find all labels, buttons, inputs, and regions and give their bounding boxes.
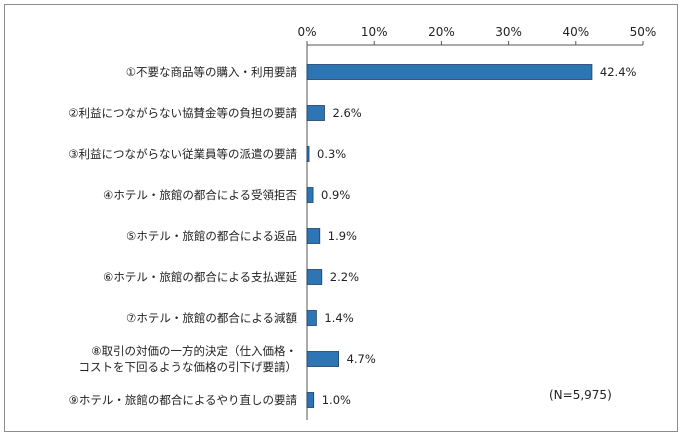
bar	[306, 269, 323, 285]
category-label: コストを下回るような価格の引下げ要請）	[79, 360, 298, 374]
x-tick-label: 40%	[562, 25, 589, 39]
category-label: ③利益につながらない従業員等の派遣の要請	[68, 147, 297, 161]
bar	[306, 64, 593, 80]
bar	[306, 105, 325, 121]
bar	[306, 146, 310, 162]
x-tick-label: 50%	[630, 25, 657, 39]
category-label: ⑦ホテル・旅館の都合による減額	[126, 311, 297, 325]
value-label: 1.0%	[322, 393, 351, 407]
category-label: ①不要な商品等の購入・利用要請	[126, 65, 298, 79]
category-label: ④ホテル・旅館の都合による受領拒否	[103, 188, 297, 202]
value-label: 42.4%	[600, 65, 637, 79]
category-label: ⑧取引の対価の一方的決定（仕入価格・	[91, 344, 297, 358]
bar	[306, 187, 314, 203]
category-label: ⑥ホテル・旅館の都合による支払遅延	[103, 270, 297, 284]
value-label: 2.6%	[332, 106, 361, 120]
value-label: 0.3%	[317, 147, 346, 161]
bar	[306, 228, 321, 244]
x-tick-label: 20%	[428, 25, 455, 39]
value-label: 1.9%	[328, 229, 357, 243]
x-tick-label: 30%	[495, 25, 522, 39]
value-labels: 42.4% 2.6% 0.3% 0.9% 1.9% 2.2% 1.4% 4.7% 1.0%	[317, 65, 637, 407]
value-label: 0.9%	[321, 188, 350, 202]
category-label: ⑨ホテル・旅館の都合によるやり直しの要請	[69, 393, 298, 407]
x-tick-label: 10%	[361, 25, 388, 39]
bar	[306, 351, 339, 367]
category-labels: ①不要な商品等の購入・利用要請 ②利益につながらない協賛金等の負担の要請 ③利益につ…	[68, 65, 297, 407]
value-label: 2.2%	[330, 270, 359, 284]
category-label: ②利益につながらない協賛金等の負担の要請	[68, 106, 297, 120]
value-label: 1.4%	[324, 311, 353, 325]
bar	[306, 392, 315, 408]
sample-size-note: (N=5,975)	[549, 388, 612, 402]
bars	[306, 64, 593, 408]
bar	[306, 310, 317, 326]
x-tick-label: 0%	[297, 25, 316, 39]
category-label: ⑤ホテル・旅館の都合による返品	[126, 229, 297, 243]
value-label: 4.7%	[347, 352, 376, 366]
